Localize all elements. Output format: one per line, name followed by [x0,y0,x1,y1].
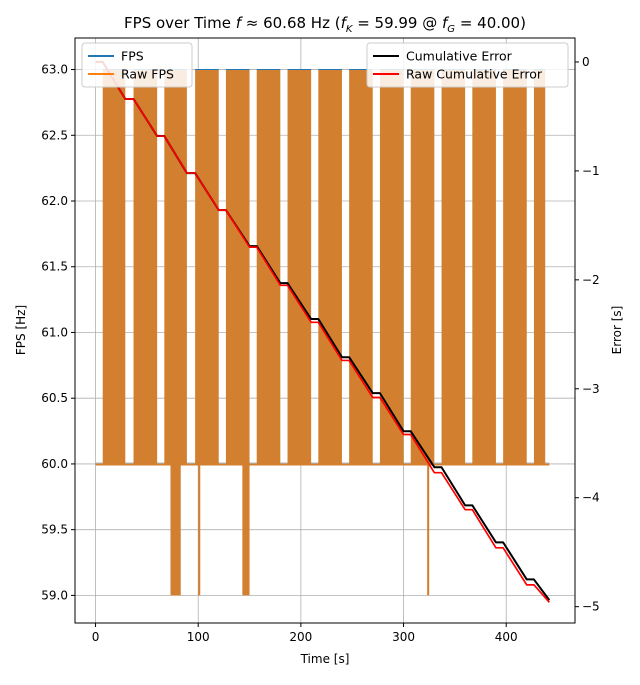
y-axis-left-label: FPS [Hz] [14,305,28,355]
fps-dip-band [427,463,430,596]
y-left-tick-label: 59.5 [41,523,68,537]
x-tick-label: 200 [289,630,312,644]
y-left-tick-label: 62.0 [41,194,68,208]
y-axis-right-label: Error [s] [610,306,624,355]
y-right-tick-label: 0 [582,55,590,69]
legend-label-cumulative-error: Cumulative Error [406,49,513,64]
legend-label-raw-cumulative-error: Raw Cumulative Error [406,67,543,82]
legend-label-raw-fps: Raw FPS [121,67,174,82]
fps-oscillation-band [379,69,404,466]
chart-title: FPS over Time f ≈ 60.68 Hz (fK = 59.99 @… [124,14,526,35]
y-left-tick-label: 61.5 [41,260,68,274]
fps-oscillation-band [472,69,496,466]
x-tick-label: 100 [187,630,210,644]
legend-label-fps: FPS [121,49,144,64]
y-left-tick-label: 63.0 [41,63,68,77]
fps-oscillation-band [503,69,527,466]
x-axis-label: Time [s] [300,652,350,666]
fps-oscillation-band [164,69,187,466]
legend-box [81,42,193,88]
y-right-tick-label: −3 [582,382,600,396]
fps-oscillation-band [287,69,312,466]
fps-oscillation-band [318,69,342,466]
x-tick-label: 300 [392,630,415,644]
y-left-tick-label: 62.5 [41,128,68,142]
fps-oscillation-band [102,69,126,466]
y-left-tick-label: 59.0 [41,588,68,602]
y-right-tick-label: −5 [582,600,600,614]
series-line-raw-cumulative-error [95,61,550,603]
legend-box [366,42,569,88]
fps-oscillation-band [133,69,158,466]
x-tick-label: 0 [92,630,100,644]
plot-frame [74,37,576,624]
y-left-tick-label: 60.5 [41,391,68,405]
fps-dip-band [198,463,201,596]
y-right-tick-label: −4 [582,491,600,505]
fps-oscillation-band [441,69,466,466]
y-right-tick-label: −1 [582,164,600,178]
fps-oscillation-band [533,69,546,466]
fps-oscillation-band [225,69,250,466]
fps-oscillation-band [410,69,435,466]
fps-oscillation-band [349,69,373,466]
fps-dip-band [242,463,250,596]
x-tick-label: 400 [495,630,518,644]
y-left-tick-label: 60.0 [41,457,68,471]
fps-oscillation-band [195,69,219,466]
y-left-tick-label: 61.0 [41,325,68,339]
y-right-tick-label: −2 [582,273,600,287]
fps-dip-band [170,463,181,596]
